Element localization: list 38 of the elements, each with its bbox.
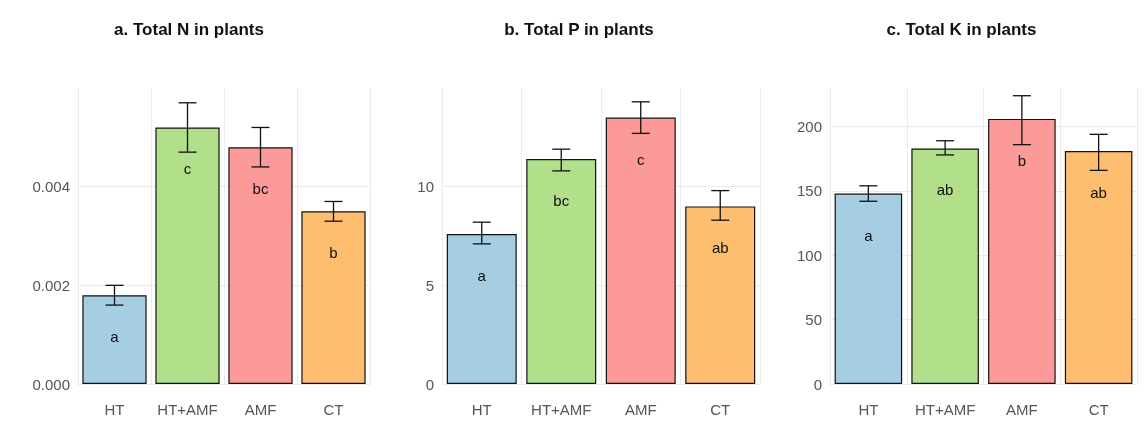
data-label: bc [252,180,269,198]
y-tick-label: 0.002 [32,276,70,294]
x-tick-label: CT [710,401,731,418]
y-tick-label: 0.000 [32,375,70,393]
data-label: bc [553,192,570,210]
chart-title: b. Total P in plants [504,20,654,39]
data-label: ab [711,239,729,257]
y-tick-label: 150 [796,182,822,200]
y-tick-label: 0.004 [32,178,70,196]
x-tick-label: HT+AMF [531,401,592,418]
y-tick-label: 50 [805,311,822,329]
data-label: a [864,226,874,244]
y-tick-label: 0 [813,375,822,393]
chart-title: a. Total N in plants [114,20,264,39]
y-tick-label: 5 [425,276,434,294]
x-tick-label: AMF [624,401,657,418]
x-tick-label: HT+AMF [914,401,976,418]
data-label: ab [936,181,954,199]
data-label: ab [1090,184,1107,202]
data-label: c [637,150,645,168]
x-tick-label: AMF [244,401,277,418]
x-tick-label: CT [323,401,344,418]
y-tick-label: 0 [425,375,434,393]
chart-title: c. Total K in plants [886,20,1037,39]
data-label: b [1017,151,1027,169]
y-tick-label: 200 [796,118,822,136]
x-tick-label: HT+AMF [157,401,218,418]
data-label: b [329,244,338,262]
data-label: c [183,160,192,178]
y-tick-label: 100 [796,246,822,264]
x-tick-label: CT [1088,401,1109,418]
x-tick-label: HT [471,401,492,418]
data-label: a [477,267,487,285]
x-tick-label: HT [104,401,125,418]
y-tick-label: 10 [417,178,434,196]
x-tick-label: HT [858,401,879,418]
x-tick-label: AMF [1006,401,1038,418]
data-label: a [110,328,120,346]
